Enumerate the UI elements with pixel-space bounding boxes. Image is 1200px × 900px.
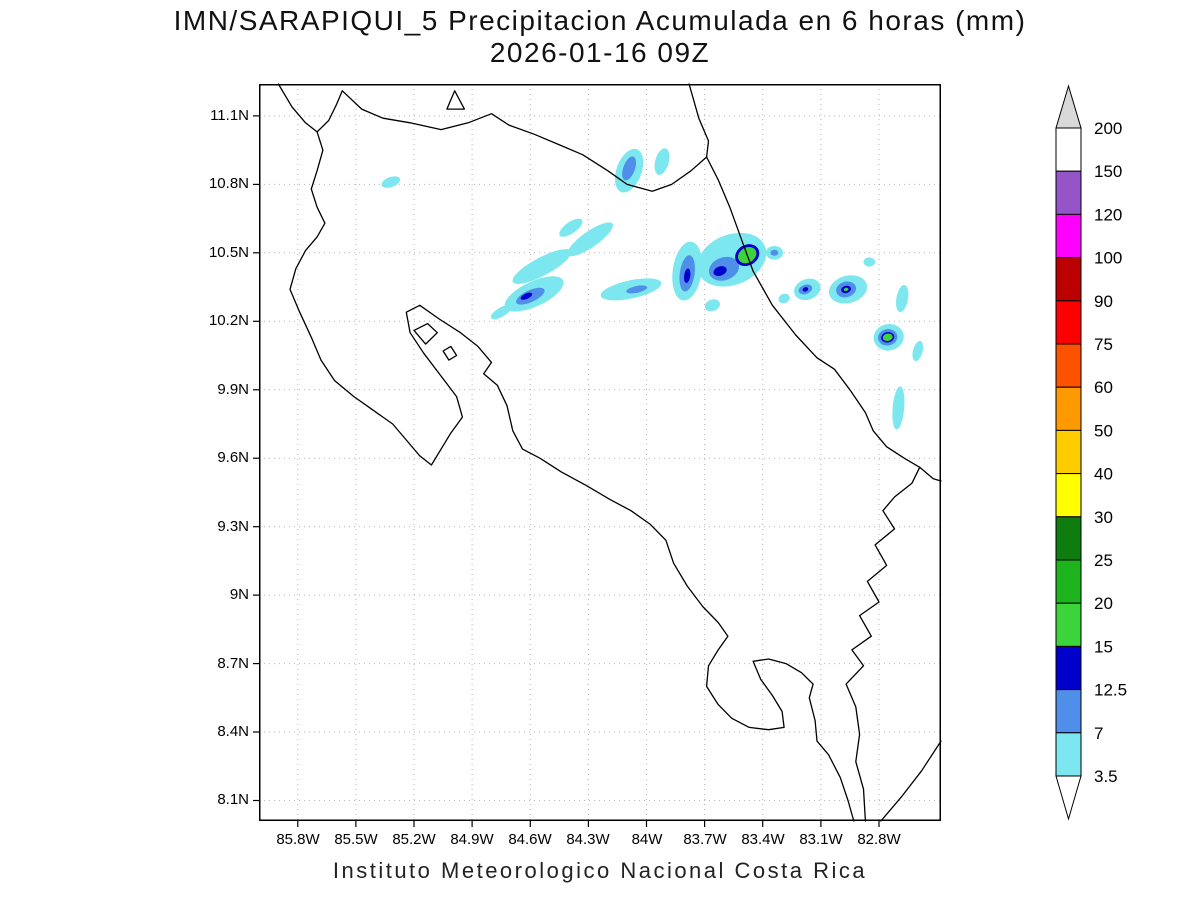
colorbar-tick-label: 90	[1094, 292, 1113, 311]
colorbar-segment	[1055, 127, 1082, 172]
x-tick-label: 84.9W	[450, 831, 494, 848]
colorbar-tick-label: 200	[1094, 119, 1122, 138]
precip-cell	[622, 156, 637, 181]
precip-cell	[843, 287, 849, 292]
colorbar-arrow-top	[1055, 84, 1082, 129]
y-axis-labels: 11.1N 10.8N 10.5N 10.2N 9.9N 9.6N 9.3N 9N 8.7N 8.…	[0, 84, 249, 844]
coastline-lake-island	[446, 90, 466, 110]
precip-cell	[512, 249, 572, 284]
x-tick-label: 85.2W	[392, 831, 436, 848]
x-axis-labels: 85.8W 85.5W 85.2W 84.9W 84.6W 84.3W 84W 83.7W 83…	[259, 821, 941, 855]
coastline-gulf-island-chira	[413, 322, 438, 345]
colorbar-segment	[1055, 257, 1082, 302]
colorbar-segment	[1055, 732, 1082, 777]
colorbar-tick-label: 75	[1094, 335, 1113, 354]
coastline-panama-caribbean-coast	[919, 466, 942, 482]
y-tick-label: 10.5N	[208, 244, 249, 261]
colorbar-segment	[1055, 689, 1082, 734]
colorbar-segment	[1055, 602, 1082, 647]
footer-caption: Instituto Meteorologico Nacional Costa R…	[332, 858, 868, 883]
plot-border	[259, 84, 941, 821]
coastline-nicaragua-caribbean-coast	[688, 83, 710, 158]
precip-cell	[683, 268, 691, 283]
precip-cell	[770, 249, 779, 256]
precip-cell	[567, 222, 613, 257]
y-tick-label: 9.9N	[217, 381, 249, 398]
precip-cell	[863, 257, 876, 267]
x-tick-label: 84.6W	[508, 831, 552, 848]
colorbar-tick-label: 150	[1094, 162, 1122, 181]
precip-cell	[778, 293, 790, 304]
x-tick-label: 82.8W	[857, 831, 901, 848]
y-tick-label: 8.7N	[217, 655, 249, 672]
colorbar-segment	[1055, 429, 1082, 475]
precip-cell	[892, 386, 905, 430]
colorbar-tick-label: 120	[1094, 205, 1122, 224]
colorbar-segment	[1055, 473, 1082, 518]
x-tick-label: 85.5W	[334, 831, 378, 848]
y-tick-label: 8.4N	[217, 723, 249, 740]
coastline-costa-rica-mainland	[289, 90, 921, 822]
x-tick-label: 84W	[631, 831, 663, 848]
y-tick-label: 9N	[229, 586, 249, 603]
precip-cell	[520, 292, 533, 300]
x-tick-label: 83.4W	[741, 831, 785, 848]
colorbar-segment	[1055, 559, 1082, 604]
colorbar-arrow-bottom	[1055, 775, 1082, 821]
precip-cell	[704, 299, 720, 312]
colorbar-tick-label: 7	[1094, 724, 1103, 743]
colorbar-segment	[1055, 300, 1082, 345]
colorbar-segment	[1055, 213, 1082, 259]
precip-cell	[896, 284, 909, 313]
precip-cell	[559, 218, 583, 237]
colorbar-segment	[1055, 343, 1082, 388]
y-tick-label: 10.2N	[208, 312, 249, 329]
precip-cell	[626, 285, 648, 294]
x-tick-label: 83.1W	[799, 831, 843, 848]
coastline-gulf-island-small	[442, 345, 458, 361]
colorbar-segment	[1055, 645, 1082, 691]
y-tick-label: 9.3N	[217, 518, 249, 535]
colorbar-tick-label: 40	[1094, 465, 1113, 484]
chart-title: IMN/SARAPIQUI_5 Precipitacion Acumulada …	[173, 5, 1027, 36]
colorbar-segment	[1055, 170, 1082, 215]
precip-cell	[912, 340, 924, 362]
colorbar-legend: 200 150 120 100 90 75 60 50 40 30 25 20 15 12.5 7 3.5	[1048, 82, 1200, 842]
precip-cell	[490, 305, 512, 320]
chart-subtitle: 2026-01-16 09Z	[489, 37, 711, 68]
map-plot-area	[253, 83, 942, 827]
colorbar-svg: 200 150 120 100 90 75 60 50 40 30 25 20 15 12.5 7 3.5	[1055, 84, 1127, 821]
y-tick-label: 9.6N	[217, 449, 249, 466]
precip-cell	[713, 266, 727, 277]
colorbar-tick-label: 20	[1094, 594, 1113, 613]
coastline-panama-pacific-coast	[880, 740, 942, 822]
y-tick-label: 8.1N	[217, 791, 249, 808]
colorbar-segment	[1055, 386, 1082, 431]
precipitation-map-svg	[253, 83, 942, 827]
colorbar-tick-label: 15	[1094, 637, 1113, 656]
y-tick-label: 11.1N	[210, 107, 249, 124]
precip-cell	[381, 176, 401, 188]
colorbar-tick-label: 50	[1094, 421, 1113, 440]
colorbar-tick-label: 30	[1094, 508, 1113, 527]
precip-cell	[882, 333, 893, 342]
colorbar-tick-label: 3.5	[1094, 767, 1118, 786]
colorbar-segment	[1055, 516, 1082, 561]
x-tick-label: 85.8W	[276, 831, 320, 848]
x-tick-label: 84.3W	[566, 831, 610, 848]
colorbar-tick-label: 100	[1094, 249, 1122, 268]
colorbar-tick-label: 25	[1094, 551, 1113, 570]
precip-cell	[654, 148, 670, 175]
colorbar-tick-label: 60	[1094, 378, 1113, 397]
x-tick-label: 83.7W	[683, 831, 727, 848]
colorbar-tick-label: 12.5	[1094, 681, 1127, 700]
coastline-nicaragua-pacific-coast	[277, 83, 318, 133]
precip-cell	[802, 287, 809, 292]
y-tick-label: 10.8N	[208, 175, 249, 192]
